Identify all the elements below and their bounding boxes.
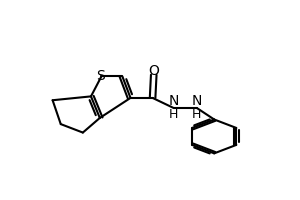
Text: S: S [96, 69, 105, 83]
Text: H: H [192, 108, 202, 121]
Text: N: N [192, 94, 202, 108]
Text: H: H [169, 108, 178, 121]
Text: N: N [168, 94, 179, 108]
Text: O: O [148, 64, 159, 78]
